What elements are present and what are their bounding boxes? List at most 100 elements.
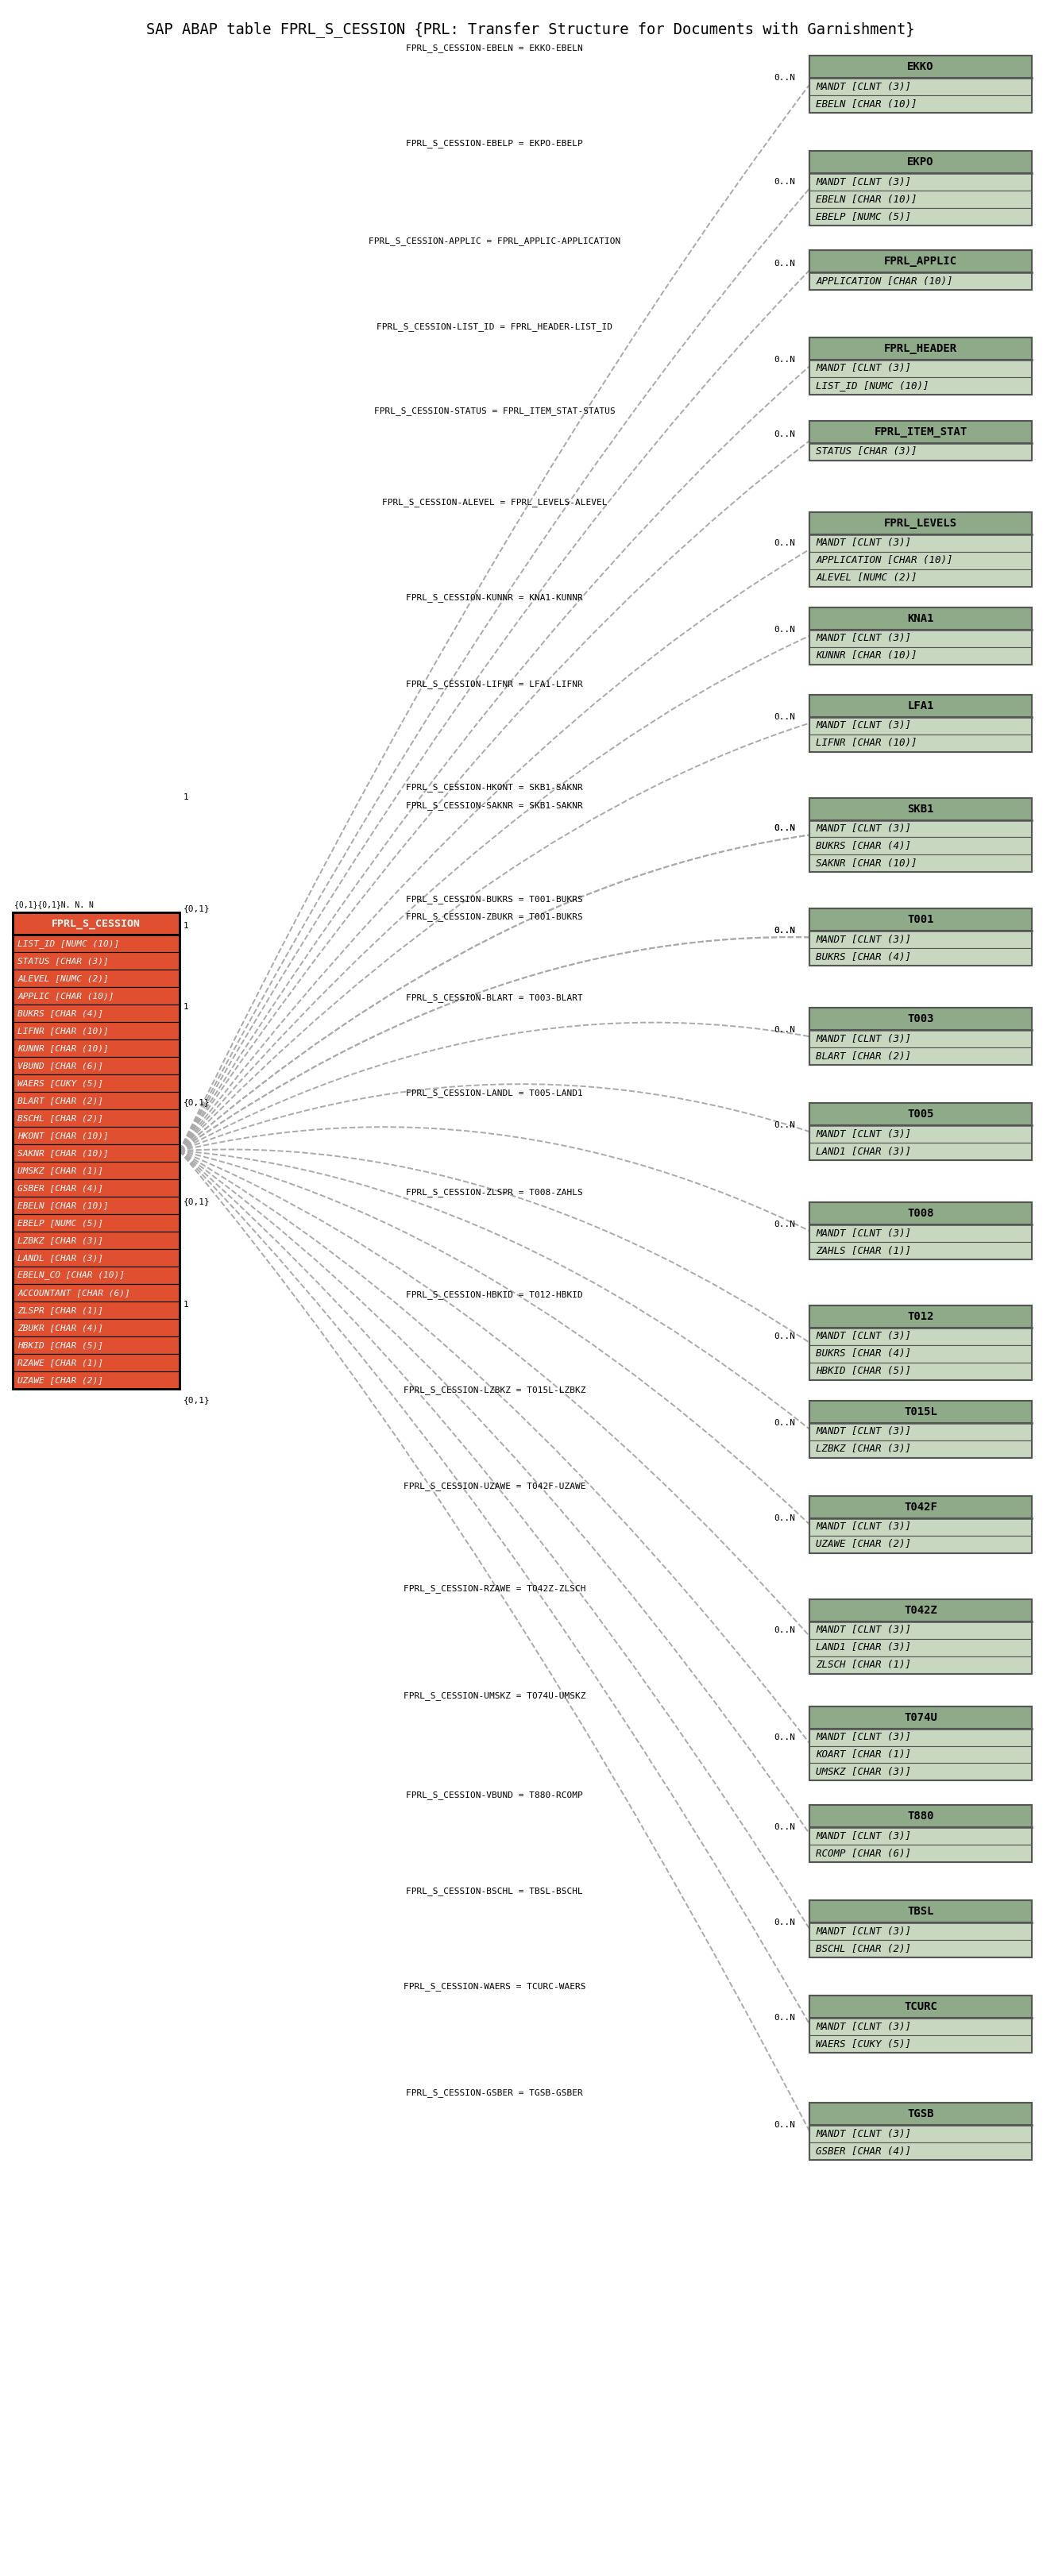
Text: WAERS [CUKY (5)]: WAERS [CUKY (5)] xyxy=(816,2040,911,2050)
FancyBboxPatch shape xyxy=(809,273,1031,291)
Text: 0..N: 0..N xyxy=(774,1419,795,1427)
Text: T074U: T074U xyxy=(904,1710,938,1723)
Text: FPRL_ITEM_STAT: FPRL_ITEM_STAT xyxy=(874,428,967,438)
FancyBboxPatch shape xyxy=(13,1074,179,1092)
Text: MANDT [CLNT (3)]: MANDT [CLNT (3)] xyxy=(816,82,911,93)
FancyBboxPatch shape xyxy=(809,77,1031,95)
Text: ZLSCH [CHAR (1)]: ZLSCH [CHAR (1)] xyxy=(816,1659,911,1669)
Text: 0..N: 0..N xyxy=(774,1025,795,1033)
Text: LAND1 [CHAR (3)]: LAND1 [CHAR (3)] xyxy=(816,1146,911,1157)
FancyBboxPatch shape xyxy=(809,1126,1031,1144)
FancyBboxPatch shape xyxy=(809,1762,1031,1780)
Text: ACCOUNTANT [CHAR (6)]: ACCOUNTANT [CHAR (6)] xyxy=(18,1288,131,1296)
Text: 1: 1 xyxy=(184,922,189,930)
FancyBboxPatch shape xyxy=(809,361,1031,376)
Text: 0..N: 0..N xyxy=(774,824,795,832)
Text: 0..N: 0..N xyxy=(774,1919,795,1927)
FancyBboxPatch shape xyxy=(13,935,179,953)
Text: FPRL_S_CESSION-LANDL = T005-LAND1: FPRL_S_CESSION-LANDL = T005-LAND1 xyxy=(406,1090,583,1097)
Text: MANDT [CLNT (3)]: MANDT [CLNT (3)] xyxy=(816,2022,911,2032)
Text: FPRL_S_CESSION-ZBUKR = T001-BUKRS: FPRL_S_CESSION-ZBUKR = T001-BUKRS xyxy=(406,912,583,922)
Text: T003: T003 xyxy=(907,1012,933,1025)
Text: GSBER [CHAR (4)]: GSBER [CHAR (4)] xyxy=(18,1185,103,1193)
FancyBboxPatch shape xyxy=(809,1440,1031,1458)
FancyBboxPatch shape xyxy=(13,1198,179,1213)
Text: BUKRS [CHAR (4)]: BUKRS [CHAR (4)] xyxy=(816,840,911,850)
Text: 0..N: 0..N xyxy=(774,430,795,438)
Text: 0..N: 0..N xyxy=(774,1121,795,1128)
Text: MANDT [CLNT (3)]: MANDT [CLNT (3)] xyxy=(816,538,911,549)
FancyBboxPatch shape xyxy=(13,1337,179,1355)
Text: FPRL_S_CESSION-EBELP = EKPO-EBELP: FPRL_S_CESSION-EBELP = EKPO-EBELP xyxy=(406,139,583,147)
Text: MANDT [CLNT (3)]: MANDT [CLNT (3)] xyxy=(816,363,911,374)
Text: 0..N: 0..N xyxy=(774,1625,795,1633)
FancyBboxPatch shape xyxy=(809,2017,1031,2035)
FancyBboxPatch shape xyxy=(13,1231,179,1249)
Text: MANDT [CLNT (3)]: MANDT [CLNT (3)] xyxy=(816,1832,911,1842)
Text: EBELN_CO [CHAR (10)]: EBELN_CO [CHAR (10)] xyxy=(18,1270,125,1280)
Text: 0..N: 0..N xyxy=(774,2120,795,2128)
FancyBboxPatch shape xyxy=(809,57,1031,77)
FancyBboxPatch shape xyxy=(13,969,179,987)
Text: FPRL_S_CESSION-APPLIC = FPRL_APPLIC-APPLICATION: FPRL_S_CESSION-APPLIC = FPRL_APPLIC-APPL… xyxy=(369,237,620,245)
FancyBboxPatch shape xyxy=(809,1203,1031,1224)
Text: EBELP [NUMC (5)]: EBELP [NUMC (5)] xyxy=(816,211,911,222)
Text: 0..N: 0..N xyxy=(774,626,795,634)
FancyBboxPatch shape xyxy=(809,551,1031,569)
Text: FPRL_LEVELS: FPRL_LEVELS xyxy=(884,518,957,528)
Text: {0,1}: {0,1} xyxy=(184,1396,210,1404)
Text: MANDT [CLNT (3)]: MANDT [CLNT (3)] xyxy=(816,1128,911,1139)
FancyBboxPatch shape xyxy=(809,629,1031,647)
Text: {0,1}: {0,1} xyxy=(184,904,210,912)
Text: FPRL_S_CESSION-STATUS = FPRL_ITEM_STAT-STATUS: FPRL_S_CESSION-STATUS = FPRL_ITEM_STAT-S… xyxy=(374,407,615,415)
Text: UMSKZ [CHAR (1)]: UMSKZ [CHAR (1)] xyxy=(18,1167,103,1175)
Text: {0,1}: {0,1} xyxy=(184,1198,210,1206)
FancyBboxPatch shape xyxy=(13,1041,179,1056)
Text: FPRL_S_CESSION-LZBKZ = T015L-LZBKZ: FPRL_S_CESSION-LZBKZ = T015L-LZBKZ xyxy=(404,1386,585,1394)
FancyBboxPatch shape xyxy=(13,1126,179,1144)
FancyBboxPatch shape xyxy=(809,1144,1031,1159)
Text: STATUS [CHAR (3)]: STATUS [CHAR (3)] xyxy=(18,958,109,966)
FancyBboxPatch shape xyxy=(13,1056,179,1074)
FancyBboxPatch shape xyxy=(809,1327,1031,1345)
FancyBboxPatch shape xyxy=(809,250,1031,273)
FancyBboxPatch shape xyxy=(809,819,1031,837)
Text: LAND1 [CHAR (3)]: LAND1 [CHAR (3)] xyxy=(816,1643,911,1654)
Text: LFA1: LFA1 xyxy=(907,701,933,711)
Text: BUKRS [CHAR (4)]: BUKRS [CHAR (4)] xyxy=(816,953,911,963)
FancyBboxPatch shape xyxy=(809,191,1031,209)
FancyBboxPatch shape xyxy=(809,1922,1031,1940)
Text: T012: T012 xyxy=(907,1311,933,1321)
FancyBboxPatch shape xyxy=(809,1638,1031,1656)
Text: 0..N: 0..N xyxy=(774,1221,795,1229)
FancyBboxPatch shape xyxy=(809,1030,1031,1048)
FancyBboxPatch shape xyxy=(809,173,1031,191)
Text: ALEVEL [NUMC (2)]: ALEVEL [NUMC (2)] xyxy=(18,974,109,981)
FancyBboxPatch shape xyxy=(13,1283,179,1301)
Text: EKKO: EKKO xyxy=(907,62,933,72)
FancyBboxPatch shape xyxy=(809,1844,1031,1862)
FancyBboxPatch shape xyxy=(809,1901,1031,1922)
Text: HBKID [CHAR (5)]: HBKID [CHAR (5)] xyxy=(816,1365,911,1376)
Text: VBUND [CHAR (6)]: VBUND [CHAR (6)] xyxy=(18,1061,103,1069)
Text: FPRL_S_CESSION-UMSKZ = T074U-UMSKZ: FPRL_S_CESSION-UMSKZ = T074U-UMSKZ xyxy=(404,1692,585,1700)
Text: ZBUKR [CHAR (4)]: ZBUKR [CHAR (4)] xyxy=(18,1324,103,1332)
FancyBboxPatch shape xyxy=(809,1705,1031,1728)
Text: ZAHLS [CHAR (1)]: ZAHLS [CHAR (1)] xyxy=(816,1247,911,1257)
Text: TGSB: TGSB xyxy=(907,2107,933,2120)
FancyBboxPatch shape xyxy=(809,337,1031,361)
FancyBboxPatch shape xyxy=(809,909,1031,930)
FancyBboxPatch shape xyxy=(809,2143,1031,2159)
Text: WAERS [CUKY (5)]: WAERS [CUKY (5)] xyxy=(18,1079,103,1087)
Text: ALEVEL [NUMC (2)]: ALEVEL [NUMC (2)] xyxy=(816,572,918,582)
FancyBboxPatch shape xyxy=(809,799,1031,819)
FancyBboxPatch shape xyxy=(809,95,1031,113)
Text: MANDT [CLNT (3)]: MANDT [CLNT (3)] xyxy=(816,1033,911,1043)
Text: 0..N: 0..N xyxy=(774,824,795,832)
Text: SKB1: SKB1 xyxy=(907,804,933,814)
Text: MANDT [CLNT (3)]: MANDT [CLNT (3)] xyxy=(816,1625,911,1636)
FancyBboxPatch shape xyxy=(809,1401,1031,1422)
FancyBboxPatch shape xyxy=(809,1224,1031,1242)
Text: SAKNR [CHAR (10)]: SAKNR [CHAR (10)] xyxy=(816,858,918,868)
Text: APPLICATION [CHAR (10)]: APPLICATION [CHAR (10)] xyxy=(816,556,953,567)
